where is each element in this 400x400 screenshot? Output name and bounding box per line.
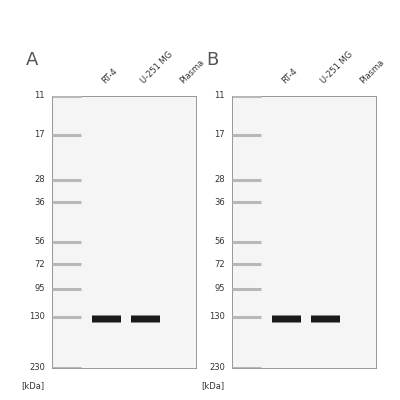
Text: 17: 17 [34,130,45,140]
Bar [272,316,301,322]
Bar [92,317,121,323]
Text: B: B [206,51,218,69]
Text: 72: 72 [214,260,225,268]
Bar [272,315,301,320]
Text: A: A [26,51,38,69]
Bar [272,317,301,323]
Bar [131,317,160,323]
Text: 28: 28 [34,175,45,184]
Text: U-251 MG: U-251 MG [139,50,175,85]
Text: RT-4: RT-4 [280,66,299,85]
Text: [kDa]: [kDa] [202,381,225,390]
Text: 95: 95 [214,284,225,293]
Text: 95: 95 [34,284,45,293]
Bar [92,315,121,320]
Text: 36: 36 [34,198,45,206]
Text: 28: 28 [214,175,225,184]
Text: 56: 56 [214,237,225,246]
Text: 230: 230 [209,364,225,372]
Text: 11: 11 [214,92,225,100]
Text: 130: 130 [209,312,225,322]
Text: RT-4: RT-4 [100,66,119,85]
Bar [311,316,340,322]
Text: 36: 36 [214,198,225,206]
Text: Plasma: Plasma [358,57,386,85]
Text: 56: 56 [34,237,45,246]
Bar [92,316,121,322]
Bar [311,317,340,323]
Text: 11: 11 [34,92,45,100]
Bar [131,315,160,320]
Text: 17: 17 [214,130,225,140]
Text: 72: 72 [34,260,45,268]
Text: Plasma: Plasma [178,57,206,85]
Text: 230: 230 [29,364,45,372]
Bar [131,316,160,322]
Text: 130: 130 [29,312,45,322]
Text: [kDa]: [kDa] [22,381,45,390]
Bar [311,315,340,320]
Text: U-251 MG: U-251 MG [319,50,355,85]
